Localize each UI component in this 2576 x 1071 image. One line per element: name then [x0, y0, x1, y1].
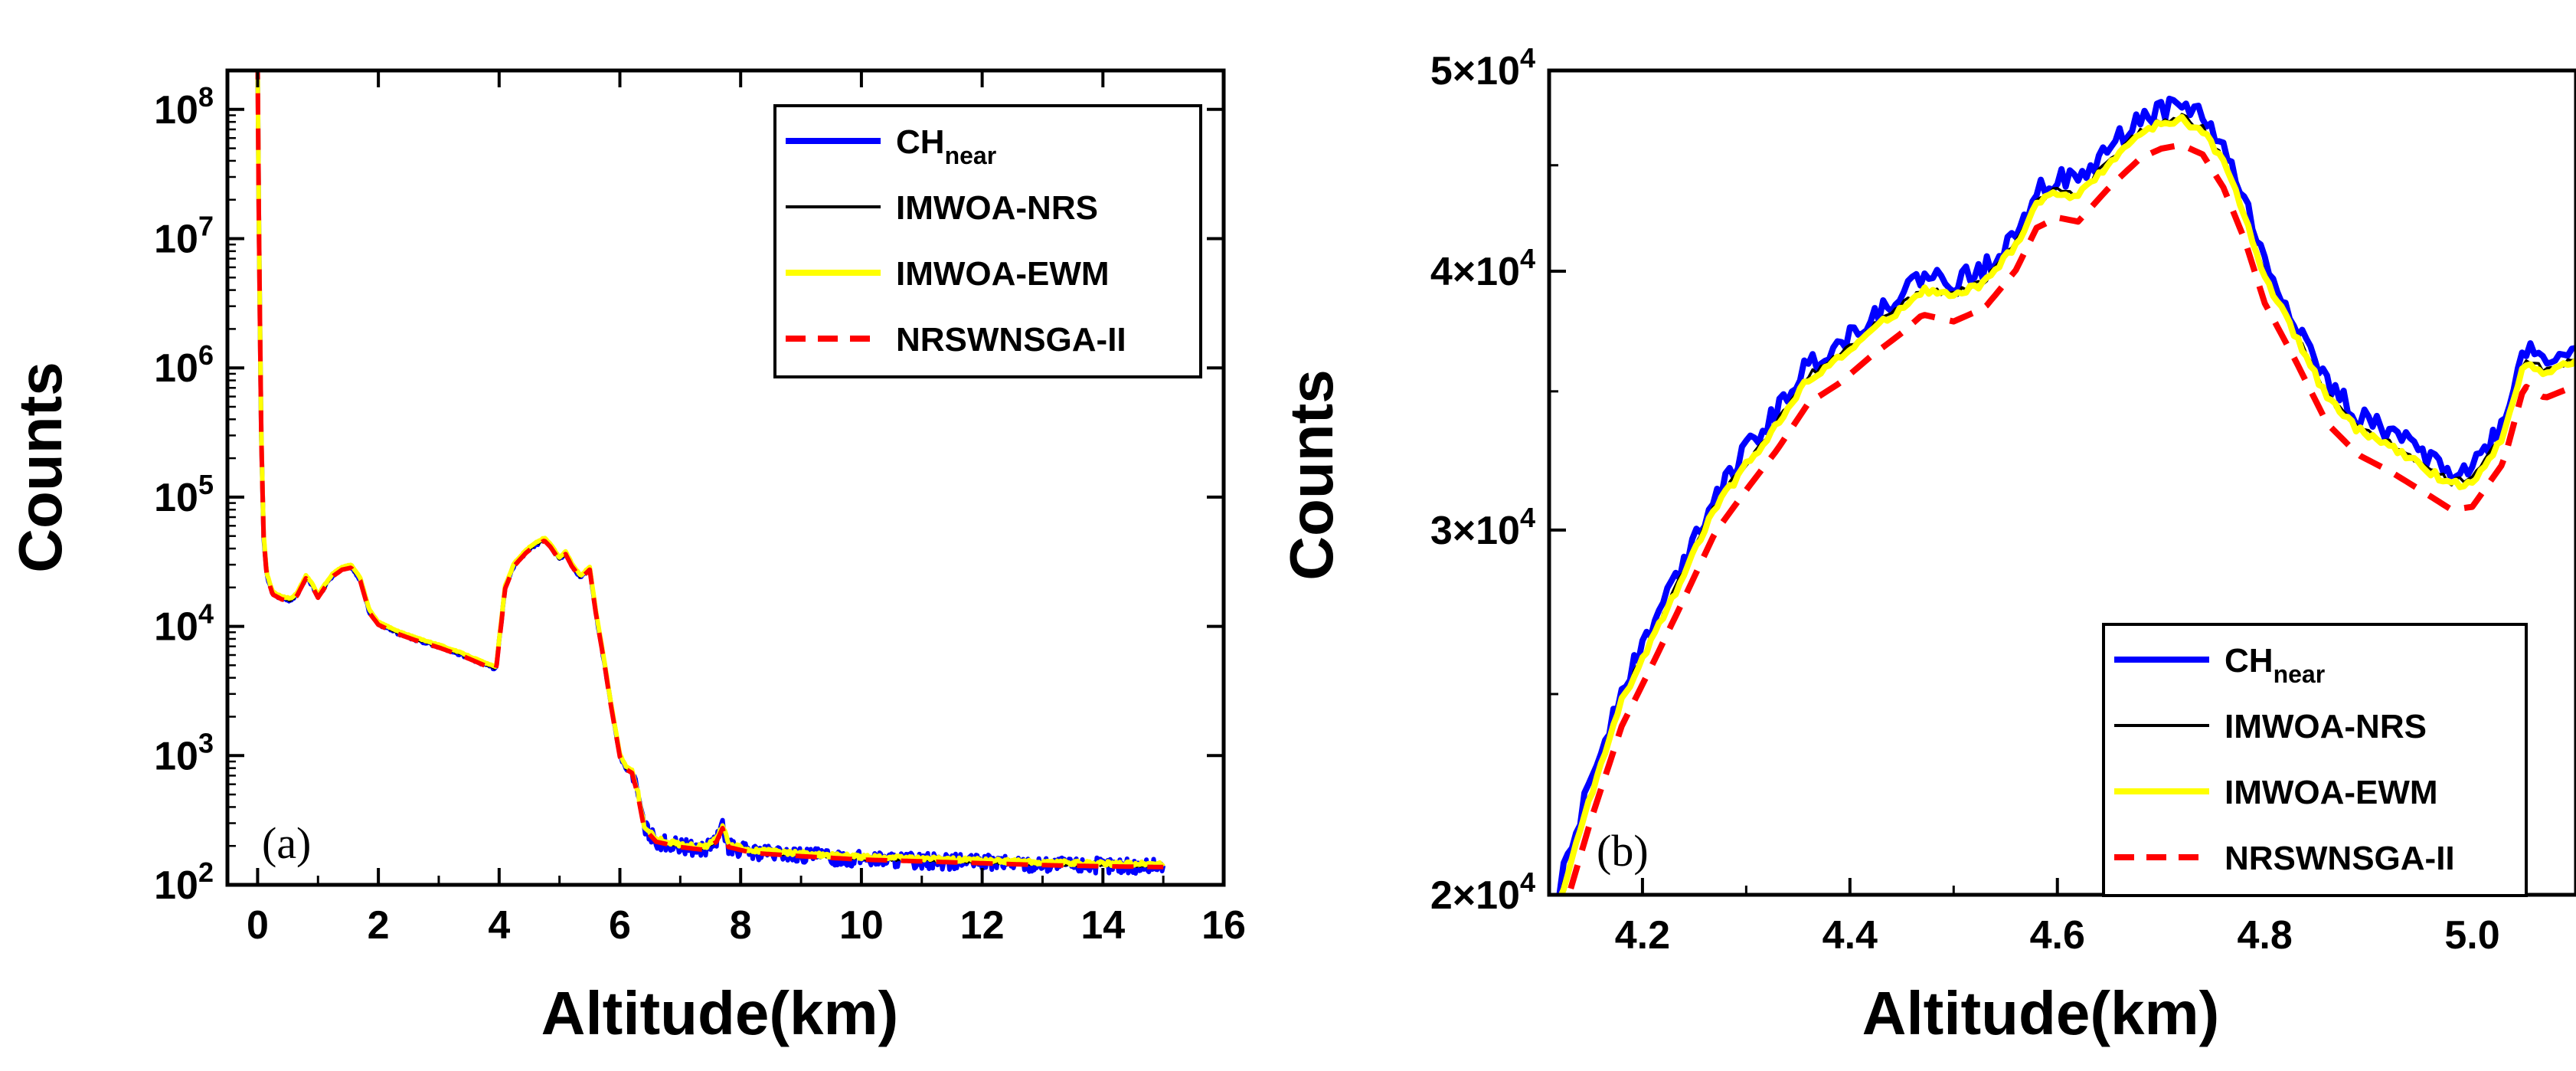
x-tick-label: 0: [247, 903, 269, 948]
legend: CHnear IMWOA-NRS IMWOA-EWM NRSWNSGA-II: [773, 104, 1202, 378]
imwoa-ewm-line: [255, 70, 1165, 869]
x-tick-label: 4.2: [1615, 913, 1670, 958]
panel-a-ylabel: Counts: [6, 362, 74, 573]
panel-b-label: (b): [1597, 826, 1649, 876]
nrswnsga-ii-line: [255, 70, 1165, 870]
legend-box: [2102, 623, 2528, 897]
y-tick-label: 102: [154, 856, 214, 908]
y-tick-label: 108: [154, 81, 214, 133]
panel-a-label: (a): [262, 818, 311, 868]
legend-label: NRSWNSGA-II: [896, 321, 1126, 359]
x-tick-label: 2: [368, 903, 390, 948]
x-tick-label: 5.0: [2444, 913, 2499, 958]
y-tick-label: 107: [154, 210, 214, 261]
y-tick-label: 4×104: [1430, 243, 1535, 294]
panel-b-ylabel: Counts: [1277, 369, 1345, 581]
x-tick-label: 4.4: [1822, 913, 1878, 958]
y-tick-label: 3×104: [1430, 502, 1535, 553]
y-tick-label: 5×104: [1430, 42, 1535, 93]
x-tick-label: 6: [609, 903, 631, 948]
panel-a-xlabel: Altitude(km): [541, 979, 899, 1047]
panel-b-plot: 4.2 4.4 4.6 4.8 5.0 2×104 3×104 4×104 5×104 CHnea…: [1430, 42, 2576, 958]
x-tick-label: 16: [1201, 903, 1246, 948]
legend-label: NRSWNSGA-II: [2225, 840, 2455, 877]
plot-frame: [1547, 68, 2576, 897]
series-group: [255, 70, 1166, 876]
x-tick-label: 4.6: [2030, 913, 2085, 958]
y-tick-label: 103: [154, 727, 214, 778]
legend-label: IMWOA-EWM: [896, 255, 1110, 293]
imwoa-ewm-line: [1558, 113, 2576, 895]
x-tick-label: 12: [960, 903, 1005, 948]
x-tick-label: 10: [839, 903, 884, 948]
y-tick-label: 2×104: [1430, 866, 1535, 918]
panel-b-chart: (b) Altitude(km) Counts: [1277, 369, 2219, 1047]
y-tick-label: 106: [154, 339, 214, 391]
panel-b-xlabel: Altitude(km): [1862, 979, 2220, 1047]
legend-label: IMWOA-EWM: [2225, 774, 2438, 811]
nrswnsga-ii-line: [1565, 142, 2576, 895]
y-tick-label: 104: [154, 598, 214, 650]
legend-box: [773, 104, 1202, 378]
x-tick-label: 14: [1080, 903, 1125, 948]
x-tick-label: 4: [488, 903, 510, 948]
y-tick-label: 105: [154, 469, 214, 520]
legend: CHnear IMWOA-NRS IMWOA-EWM NRSWNSGA-II: [2102, 623, 2528, 897]
x-tick-label: 8: [730, 903, 752, 948]
panel-a-plot: 0 2 4 6 8 10 12 14 16 102 103 104 105 106 107 108 CHnear…: [154, 68, 1246, 948]
ch-near-line: [1556, 95, 2576, 895]
panel-a-chart: (a) Altitude(km) Counts: [6, 362, 898, 1047]
x-tick-label: 4.8: [2237, 913, 2292, 958]
legend-label: IMWOA-NRS: [896, 189, 1098, 227]
legend-label: IMWOA-NRS: [2225, 708, 2427, 745]
series-group: [1556, 95, 2576, 895]
legend-label: CHnear: [2225, 642, 2325, 688]
legend-label: CHnear: [896, 123, 996, 169]
plot-frame: [225, 68, 1226, 887]
